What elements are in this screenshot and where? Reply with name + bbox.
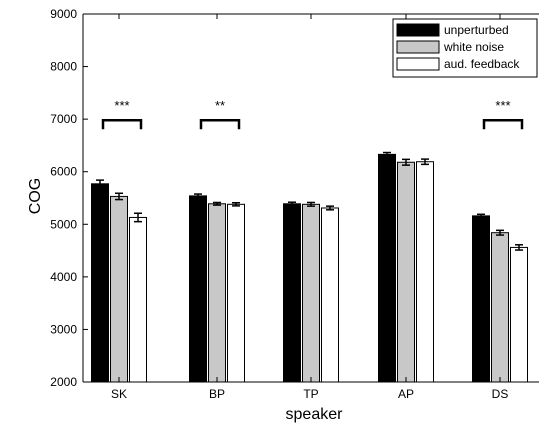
error-bar-tp-white-noise [307,201,315,207]
significance-label: *** [114,98,129,113]
x-tick-label: AP [398,387,414,401]
legend-swatch-aud-feedback [396,57,440,71]
y-tick-label: 4000 [50,270,77,284]
legend-swatch-white-noise [396,40,440,54]
legend-label-white-noise: white noise [443,40,504,54]
axes-layer: 2000 3000 4000 5000 6000 7000 8000 9000 SK BP TP AP… [50,7,539,401]
error-bar-bp-white-noise [213,201,221,206]
y-axis-title: COG [27,178,44,214]
legend: unperturbed white noise aud. feedback [392,18,538,78]
significance-sk: *** [101,98,143,130]
significance-bp: ** [199,98,241,130]
error-bar-ap-unperturbed [383,151,391,157]
y-tick-label: 3000 [50,322,77,336]
y-tick-label: 9000 [50,7,77,21]
error-bar-tp-unperturbed [288,201,296,207]
error-bar-sk-unperturbed [96,179,104,189]
legend-label-aud-feedback: aud. feedback [444,57,520,71]
bar-tp-unperturbed [283,203,301,383]
error-bar-sk-white-noise [115,192,123,201]
y-tick-label: 7000 [50,112,77,126]
bar-ds-aud-feedback [510,246,528,383]
error-bar-ds-white-noise [496,229,504,236]
significance-label: *** [495,98,510,113]
error-bar-ap-white-noise [402,158,410,166]
bar-sk-white-noise [110,195,128,383]
significance-bracket [101,118,143,130]
error-bar-tp-aud-feedback [326,205,334,211]
error-bar-ds-aud-feedback [515,244,523,251]
significance-label: ** [215,98,225,113]
y-tick-label: 6000 [50,165,77,179]
y-tick-label: 2000 [50,375,77,389]
error-bars-layer [96,151,523,251]
significance-layer: *** ** *** [101,98,524,130]
bar-ds-unperturbed [472,215,490,383]
bar-ap-unperturbed [378,153,396,383]
bar-bp-aud-feedback [227,203,245,383]
error-bar-ap-aud-feedback [421,158,429,166]
x-tick-label: BP [209,387,225,401]
bar-sk-unperturbed [91,183,109,383]
bar-tp-white-noise [302,203,320,383]
bars-layer [91,153,528,383]
bar-sk-aud-feedback [129,216,147,383]
x-tick-label: DS [492,387,509,401]
legend-swatch-unperturbed [396,23,440,37]
error-bar-ds-unperturbed [477,213,485,219]
significance-bracket [199,118,241,130]
y-tick-label: 5000 [50,217,77,231]
x-tick-label: SK [111,387,127,401]
legend-label-unperturbed: unperturbed [444,23,509,37]
bar-ds-white-noise [491,232,509,383]
x-tick-label: TP [303,387,318,401]
bar-ap-aud-feedback [416,161,434,383]
bar-bp-white-noise [208,203,226,383]
significance-ds: *** [482,98,524,130]
error-bar-bp-unperturbed [194,193,202,199]
significance-bracket [482,118,524,130]
error-bar-bp-aud-feedback [232,201,240,207]
error-bar-sk-aud-feedback [134,212,142,223]
x-axis-title: speaker [286,406,344,423]
y-tick-label: 8000 [50,60,77,74]
bar-tp-aud-feedback [321,207,339,383]
bar-bp-unperturbed [189,195,207,383]
bar-ap-white-noise [397,161,415,383]
